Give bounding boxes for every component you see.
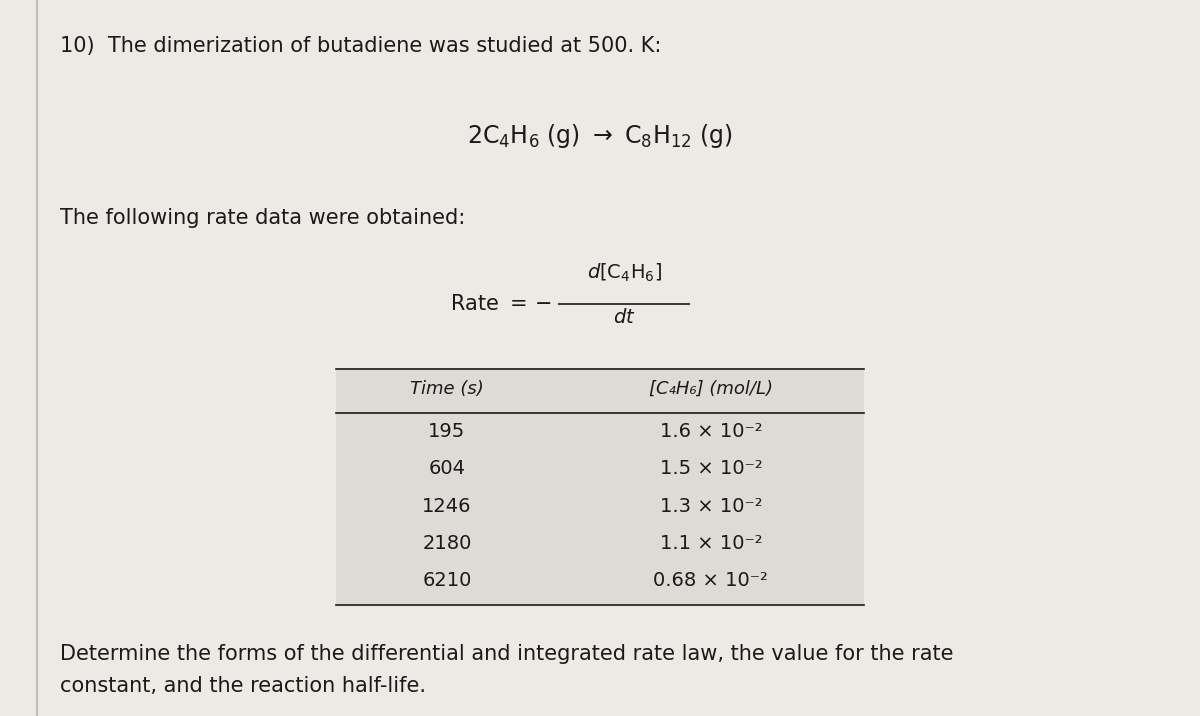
Text: 1.5 × 10⁻²: 1.5 × 10⁻² [660, 460, 762, 478]
Text: [C₄H₆] (mol/L): [C₄H₆] (mol/L) [649, 379, 773, 397]
Text: Time (s): Time (s) [410, 379, 484, 397]
Text: 2C$_4$H$_6$ (g) $\rightarrow$ C$_8$H$_{12}$ (g): 2C$_4$H$_6$ (g) $\rightarrow$ C$_8$H$_{1… [467, 122, 733, 150]
Text: $dt$: $dt$ [613, 308, 635, 327]
Text: The following rate data were obtained:: The following rate data were obtained: [60, 208, 466, 228]
Text: 2180: 2180 [422, 534, 472, 553]
Text: 195: 195 [428, 422, 466, 441]
Text: Determine the forms of the differential and integrated rate law, the value for t: Determine the forms of the differential … [60, 644, 954, 696]
Text: 0.68 × 10⁻²: 0.68 × 10⁻² [654, 571, 768, 590]
Text: 6210: 6210 [422, 571, 472, 590]
Bar [36, 0, 38, 716]
Text: 1246: 1246 [422, 497, 472, 516]
Text: 10)  The dimerization of butadiene was studied at 500. K:: 10) The dimerization of butadiene was st… [60, 36, 661, 56]
Text: 1.6 × 10⁻²: 1.6 × 10⁻² [660, 422, 762, 441]
Text: Rate $= -$: Rate $= -$ [450, 294, 552, 314]
Text: 1.3 × 10⁻²: 1.3 × 10⁻² [660, 497, 762, 516]
Text: 604: 604 [428, 460, 466, 478]
Text: 1.1 × 10⁻²: 1.1 × 10⁻² [660, 534, 762, 553]
Text: $d$[C$_4$H$_6$]: $d$[C$_4$H$_6$] [587, 262, 661, 284]
